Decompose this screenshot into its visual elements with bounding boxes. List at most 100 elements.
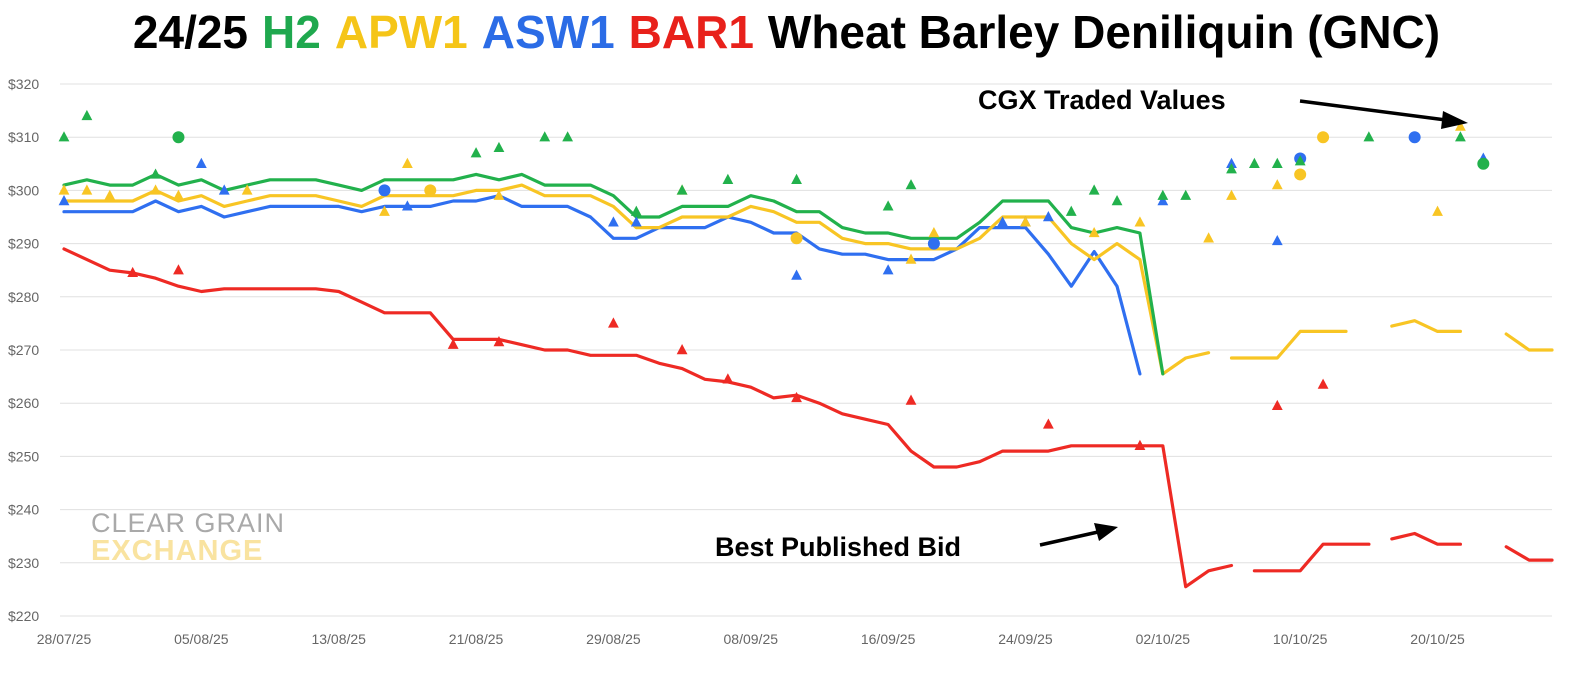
x-tick-label: 13/08/25: [311, 631, 366, 647]
x-tick-label: 10/10/25: [1273, 631, 1328, 647]
annotations: CGX Traded Values Best Published Bid: [715, 85, 1468, 562]
y-tick-label: $300: [8, 182, 39, 198]
traded-point-h2: [791, 173, 802, 184]
chart-title: 24/25 H2 APW1 ASW1 BAR1 Wheat Barley Deniliqu…: [0, 4, 1573, 60]
traded-point-bar1: [447, 338, 459, 349]
traded-point-apw1: [379, 205, 390, 216]
title-part-2: APW1: [334, 6, 468, 58]
traded-point-apw1: [790, 232, 803, 245]
watermark-line1: CLEAR GRAIN: [91, 508, 285, 538]
traded-point-asw1: [1157, 195, 1169, 206]
traded-point-h2: [470, 147, 482, 158]
x-tick-label: 28/07/25: [37, 631, 92, 647]
series-line-apw1: [1390, 319, 1462, 333]
traded-point-h2: [562, 131, 574, 142]
gridlines: [60, 83, 1552, 617]
title-part-3: ASW1: [481, 6, 615, 58]
x-tick-label: 02/10/25: [1136, 631, 1191, 647]
title-part-0: 24/25: [132, 6, 249, 58]
traded-point-h2: [1065, 205, 1077, 216]
y-tick-label: $240: [8, 502, 39, 518]
traded-point-h2: [1271, 157, 1283, 168]
y-tick-label: $290: [8, 236, 39, 252]
traded-point-h2: [1111, 195, 1123, 206]
traded-point-h2: [1477, 157, 1490, 170]
traded-point-h2: [882, 200, 894, 211]
traded-point-apw1: [1294, 168, 1307, 181]
traded-point-h2: [1088, 184, 1100, 195]
traded-point-apw1: [928, 226, 940, 238]
y-tick-label: $260: [8, 395, 39, 411]
title-part-4: BAR1: [628, 6, 754, 58]
traded-point-apw1: [150, 184, 161, 195]
traded-point-bar1: [1134, 439, 1146, 450]
traded-point-h2: [630, 205, 642, 216]
traded-point-apw1: [1088, 226, 1100, 238]
watermark-line2: EXCHANGE: [91, 535, 263, 567]
traded-point-apw1: [173, 189, 184, 200]
traded-point-apw1: [1271, 179, 1283, 190]
best-published-bid-label: Best Published Bid: [715, 532, 961, 562]
traded-point-h2: [676, 184, 688, 195]
traded-point-asw1: [608, 216, 619, 227]
series-line-apw1: [1229, 329, 1348, 360]
traded-point-bar1: [676, 344, 688, 355]
traded-point-apw1: [493, 189, 505, 200]
traded-point-asw1: [791, 269, 802, 280]
traded-point-bar1: [791, 391, 802, 403]
traded-point-h2: [1249, 157, 1260, 168]
traded-point-asw1: [401, 200, 413, 211]
traded-point-h2: [58, 131, 70, 142]
series-line-bar1: [1504, 545, 1554, 562]
x-axis-labels: 28/07/25 05/08/25 13/08/25 21/08/25 29/08/25…: [37, 631, 1465, 647]
title-part-5: Wheat Barley Deniliquin (GNC): [767, 6, 1441, 58]
traded-point-h2: [1455, 131, 1466, 142]
cgx-traded-values-label: CGX Traded Values: [978, 85, 1226, 115]
traded-point-bar1: [722, 373, 734, 384]
traded-point-apw1: [58, 184, 70, 195]
traded-point-asw1: [1042, 211, 1054, 222]
traded-point-asw1: [1226, 157, 1237, 168]
traded-point-h2: [905, 179, 917, 190]
y-axis-labels: $220 $230 $240 $250 $260 $270 $280 $290 $300 $310…: [8, 76, 39, 624]
series-line-bar1: [62, 247, 1234, 589]
traded-point-apw1: [1020, 216, 1031, 227]
traded-point-apw1: [424, 184, 437, 197]
cgx-arrow: [1299, 99, 1468, 129]
traded-point-asw1: [195, 157, 207, 168]
title-part-1: H2: [262, 6, 321, 58]
y-tick-label: $270: [8, 342, 39, 358]
traded-point-h2: [1157, 189, 1169, 200]
traded-point-apw1: [104, 189, 116, 200]
traded-point-asw1: [1408, 131, 1421, 144]
traded-point-apw1: [1203, 232, 1215, 243]
series-line-bar1: [1252, 542, 1371, 573]
traded-point-asw1: [218, 184, 230, 195]
x-tick-label: 08/09/25: [724, 631, 779, 647]
traded-point-bar1: [1317, 378, 1329, 389]
traded-point-apw1: [241, 184, 253, 195]
traded-point-h2: [493, 141, 505, 153]
traded-point-bar1: [1042, 418, 1054, 429]
traded-point-asw1: [882, 264, 894, 275]
traded-point-h2: [1294, 155, 1306, 166]
y-tick-label: $220: [8, 608, 39, 624]
x-tick-label: 21/08/25: [449, 631, 504, 647]
traded-point-h2: [722, 173, 734, 184]
x-tick-label: 20/10/25: [1410, 631, 1465, 647]
traded-point-h2: [539, 131, 551, 142]
traded-point-asw1: [997, 216, 1008, 227]
traded-point-asw1: [378, 184, 391, 197]
traded-point-bar1: [608, 317, 619, 328]
x-tick-label: 05/08/25: [174, 631, 229, 647]
traded-point-asw1: [927, 237, 940, 250]
y-tick-label: $310: [8, 129, 39, 145]
series-line-asw1: [62, 194, 1142, 376]
traded-point-bar1: [173, 264, 184, 275]
traded-point-asw1: [58, 195, 70, 206]
traded-point-apw1: [1134, 216, 1146, 227]
traded-point-h2: [150, 168, 161, 179]
y-tick-label: $280: [8, 289, 39, 305]
